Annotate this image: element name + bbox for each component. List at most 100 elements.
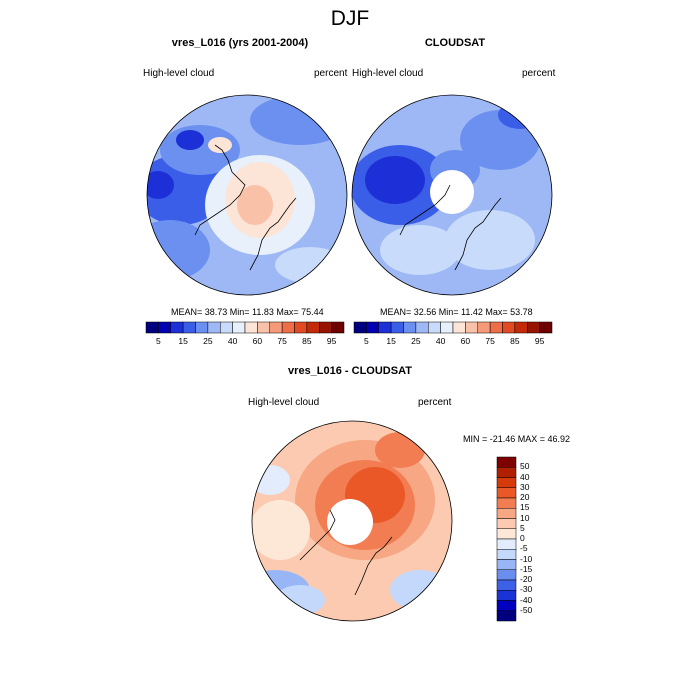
panel1-stats: MEAN= 38.73 Min= 11.83 Max= 75.44 [171,307,324,317]
panel2-colorbar-swatch [452,321,466,334]
panel3-colorbar-swatch [496,518,517,529]
panel2-colorbar-swatch [403,321,417,334]
panel1-colorbar-swatch [257,321,270,334]
panel3-units-label: percent [418,397,452,408]
panel1-colorbar-swatch [232,321,246,334]
panel3-colorbar-swatch [496,477,517,488]
panel3-colorbar-tick-label: 20 [520,492,530,502]
panel3-colorbar-tick-label: -40 [520,594,533,605]
panel3-colorbar-tick-label: -30 [520,584,533,595]
panel2-colorbar-tick-label: 25 [411,336,421,346]
panel2-colorbar-swatch [477,321,491,334]
panel3-stats: MIN = -21.46 MAX = 46.92 [463,434,571,444]
panel3-colorbar-tick-label: -10 [520,553,533,564]
panel1-colorbar-tick-label: 60 [252,336,263,346]
panel3-colorbar [496,456,517,622]
panel3-colorbar-swatch [496,497,517,509]
panel1-colorbar-swatch [331,321,345,334]
panel3-colorbar-swatch [496,528,517,540]
panel1-colorbar-swatch [281,321,295,334]
panel3-colorbar-swatch [496,487,517,499]
panel2-colorbar [353,321,553,334]
panel3-colorbar-swatch [496,456,517,468]
panel2-stats: MEAN= 32.56 Min= 11.42 Max= 53.78 [380,307,533,317]
panel2-colorbar-tick-label: 60 [460,336,471,346]
panel1-colorbar-swatch [207,321,221,334]
panel2-colorbar-tick-label: 15 [386,336,396,346]
panel3-colorbar-swatch [496,559,517,570]
panel2-colorbar-swatch [489,321,503,334]
panel1-title: vres_L016 (yrs 2001-2004) [171,37,309,49]
panel3-colorbar-swatch [496,600,517,611]
panel1-units-label: percent [314,68,348,79]
panel3-colorbar-tick-label: 15 [520,502,530,513]
panel3-colorbar-swatch [496,549,517,560]
panel3-colorbar-swatch [496,538,517,550]
panel2-colorbar-swatch [539,321,553,334]
panel3-colorbar-swatch [496,569,517,581]
panel1-colorbar-tick-label: 40 [227,336,238,346]
panel1-colorbar-tick-label: 85 [302,336,312,346]
panel3-colorbar-swatch [496,467,517,478]
panel3-colorbar-tick-label: 0 [520,533,525,543]
panel3-colorbar-tick-label: -20 [520,574,533,584]
panel2-no-data-pole [430,170,474,214]
panel1-colorbar [145,321,345,334]
panel1-colorbar-tick-label: 5 [156,336,161,346]
panel1-colorbar-tick-label: 25 [203,336,213,346]
panel1-colorbar-tick-label: 75 [277,336,287,346]
panel2-variable-label: High-level cloud [352,68,424,79]
panel2-colorbar-swatch [440,321,454,334]
panel1-colorbar-tick-label: 95 [326,336,337,346]
coastlines [194,144,502,596]
panel1-colorbar-swatch [158,321,171,334]
panel3-title: vres_L016 - CLOUDSAT [288,365,412,377]
panel3-colorbar-tick-label: -50 [520,604,533,615]
main-title: DJF [330,7,370,30]
panel2-colorbar-tick-label: 5 [364,336,369,346]
panel2-colorbar-swatch [353,321,367,334]
panel3-colorbar-swatch [496,579,517,591]
panel3-no-data-pole [327,499,373,545]
panel3-colorbar-tick-label: -15 [520,563,533,574]
panel1-variable-label: High-level cloud [143,68,215,79]
panel1-colorbar-swatch [269,321,283,334]
panel1-colorbar-swatch [145,321,159,334]
panel2-colorbar-tick-label: 85 [510,336,520,346]
panel2-colorbar-swatch [415,321,429,334]
panel2-colorbar-tick-label: 40 [435,336,446,346]
panel2-colorbar-tick-label: 75 [485,336,495,346]
panel1-colorbar-swatch [306,321,320,334]
panel3-colorbar-tick-label: 5 [520,522,525,533]
panel3-colorbar-tick-label: 30 [520,481,530,492]
panel3-colorbar-swatch [496,610,517,622]
panel2-colorbar-swatch [366,321,379,334]
panel3-map-border [251,420,453,622]
panel3-colorbar-swatch [496,508,517,519]
panel2-colorbar-swatch [378,321,392,334]
panel3-colorbar-tick-label: -5 [520,543,528,554]
panel2-colorbar-swatch [465,321,478,334]
panel2-units-label: percent [522,68,556,79]
panel1-colorbar-swatch [195,321,209,334]
panel1-colorbar-swatch [319,321,332,334]
panel2-colorbar-swatch [514,321,528,334]
panel3-colorbar-tick-label: 40 [520,471,530,482]
panel3-variable-label: High-level cloud [248,397,320,408]
panel2-colorbar-swatch [527,321,540,334]
panel1-colorbar-tick-label: 15 [178,336,188,346]
panel3-colorbar-tick-label: 10 [520,512,530,523]
panel2-map-border [351,94,553,296]
panel2-colorbar-swatch [390,321,404,334]
panel2-colorbar-swatch [502,321,516,334]
panel1-colorbar-swatch [220,321,233,334]
panel3-colorbar-tick-label: 50 [520,461,530,472]
panel2-colorbar-swatch [428,321,441,334]
panel1-map-border [146,94,348,296]
panel2-colorbar-tick-label: 95 [534,336,545,346]
panel3-colorbar-swatch [496,590,517,601]
panel1-colorbar-swatch [182,321,196,334]
panel2-title: CLOUDSAT [424,37,486,49]
panel1-colorbar-swatch [244,321,258,334]
